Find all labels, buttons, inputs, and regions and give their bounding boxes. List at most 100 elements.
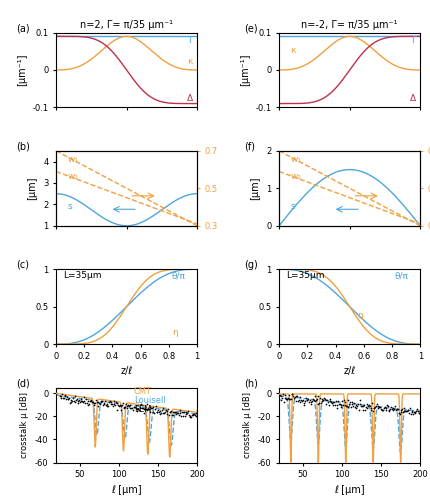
Point [297,396,304,404]
Point [292,396,299,404]
Point [335,400,342,408]
Point [86,400,92,408]
Point [302,394,309,402]
Title: n=-2, Γ= π/35 μm⁻¹: n=-2, Γ= π/35 μm⁻¹ [301,20,397,30]
Point [293,392,300,400]
Point [339,402,346,409]
Point [133,406,140,414]
Point [320,394,327,402]
Point [159,409,166,417]
Text: w₂: w₂ [290,172,301,182]
Text: Γ: Γ [187,36,193,45]
Point [412,407,419,415]
Point [83,395,89,403]
Point [314,400,321,408]
Point [117,402,124,410]
Point [62,392,69,400]
Point [349,402,356,409]
Point [82,399,89,407]
Point [83,400,90,407]
Text: (d): (d) [16,378,30,388]
Point [86,397,93,405]
Point [160,404,166,412]
Point [359,406,366,414]
Point [378,406,385,414]
Point [381,403,387,411]
Point [124,404,131,411]
Point [280,398,286,406]
Point [157,409,164,417]
Point [113,406,120,414]
Point [353,400,360,408]
Point [89,398,95,406]
Point [73,396,80,404]
Point [160,409,167,417]
Point [178,408,185,416]
Point [98,397,104,405]
Point [169,408,176,416]
Point [165,412,172,420]
Point [406,410,413,418]
Point [187,412,194,420]
Point [128,404,135,412]
Point [403,406,410,413]
Point [126,400,133,408]
Point [287,395,294,403]
Text: (h): (h) [243,378,257,388]
Text: w₁: w₁ [290,155,301,164]
Point [377,405,384,413]
Point [93,398,100,406]
Point [350,399,356,407]
Point [362,404,369,411]
Point [183,410,190,418]
Point [163,408,170,416]
Point [399,408,405,416]
Point [109,402,116,410]
Point [64,396,71,404]
Point [168,411,175,419]
Point [78,398,85,406]
Point [68,396,75,404]
Text: (g): (g) [243,260,257,270]
Point [363,404,370,412]
Point [60,394,67,402]
Point [65,394,72,402]
Point [309,396,316,404]
Point [333,404,340,411]
Point [172,408,179,416]
Point [372,402,379,410]
X-axis label: z/ℓ: z/ℓ [120,366,132,376]
Point [114,401,121,409]
Point [276,392,283,400]
Text: η: η [172,328,177,337]
Text: Louisell: Louisell [133,396,165,404]
Text: w₂: w₂ [67,172,78,182]
Point [337,403,344,411]
Y-axis label: [μm]: [μm] [28,176,37,200]
Point [72,396,79,404]
Point [136,404,143,412]
Point [99,401,106,409]
Point [146,408,153,416]
Point [388,404,395,412]
Point [316,394,323,402]
Point [150,403,157,411]
Point [390,402,397,410]
Y-axis label: crosstalk μ [dB]: crosstalk μ [dB] [20,392,29,458]
Point [85,401,92,409]
Point [284,394,291,402]
Text: (f): (f) [243,142,254,152]
Point [405,404,412,412]
Point [157,406,163,414]
Point [336,402,343,409]
Point [383,401,390,409]
Point [138,404,145,412]
Point [79,397,86,405]
Point [139,404,146,412]
Point [298,396,305,404]
Point [319,396,326,404]
Point [121,403,128,411]
Point [163,410,169,418]
Point [380,404,387,411]
Point [321,394,328,402]
